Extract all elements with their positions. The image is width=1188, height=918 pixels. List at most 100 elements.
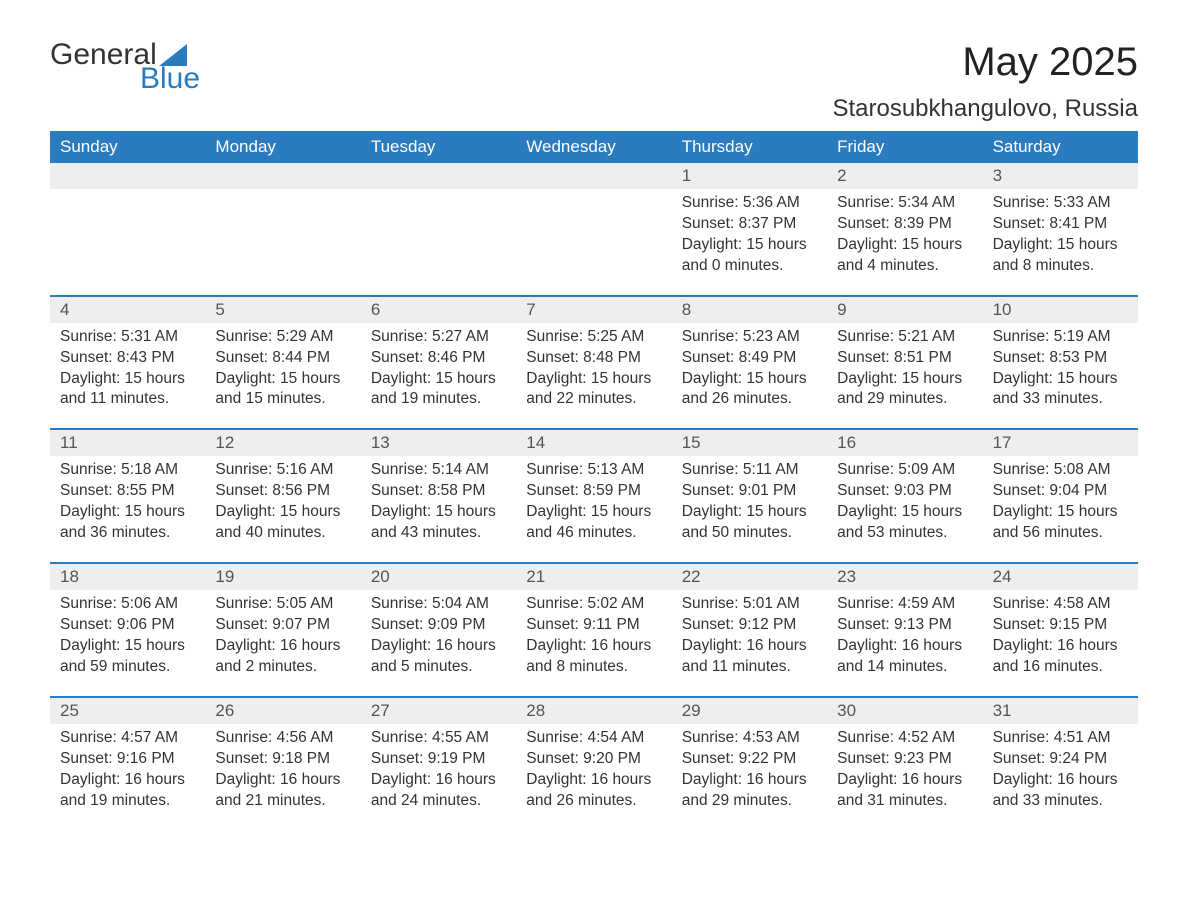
- daylight-text-2: and 29 minutes.: [682, 791, 817, 812]
- sunrise-text: Sunrise: 5:11 AM: [682, 460, 817, 481]
- day-number: 23: [827, 564, 982, 590]
- day-number: 6: [361, 297, 516, 323]
- sunrise-text: Sunrise: 5:02 AM: [526, 594, 661, 615]
- sunset-text: Sunset: 9:04 PM: [993, 481, 1128, 502]
- daylight-text-2: and 33 minutes.: [993, 791, 1128, 812]
- daylight-text-1: Daylight: 15 hours: [837, 235, 972, 256]
- daylight-text-2: and 11 minutes.: [682, 657, 817, 678]
- day-number: 4: [50, 297, 205, 323]
- day-cell: [516, 189, 671, 295]
- day-number: 15: [672, 430, 827, 456]
- day-of-week-header: Sunday Monday Tuesday Wednesday Thursday…: [50, 131, 1138, 163]
- day-cell: Sunrise: 5:14 AMSunset: 8:58 PMDaylight:…: [361, 456, 516, 562]
- sunrise-text: Sunrise: 4:59 AM: [837, 594, 972, 615]
- week-body-row: Sunrise: 5:36 AMSunset: 8:37 PM Daylight:…: [50, 189, 1138, 295]
- week-daynum-row: 11121314151617: [50, 428, 1138, 456]
- daylight-text-1: Daylight: 16 hours: [993, 636, 1128, 657]
- daylight-text-2: and 40 minutes.: [215, 523, 350, 544]
- sunrise-text: Sunrise: 4:56 AM: [215, 728, 350, 749]
- daylight-text-2: and 15 minutes.: [215, 389, 350, 410]
- day-cell: Sunrise: 5:13 AMSunset: 8:59 PMDaylight:…: [516, 456, 671, 562]
- week-daynum-row: 18192021222324: [50, 562, 1138, 590]
- sunset-text: Sunset: 8:37 PM: [682, 214, 817, 235]
- sunset-text: Sunset: 9:13 PM: [837, 615, 972, 636]
- sunrise-text: Sunrise: 5:29 AM: [215, 327, 350, 348]
- title-block: May 2025 Starosubkhangulovo, Russia: [832, 40, 1138, 123]
- day-number: 10: [983, 297, 1138, 323]
- daylight-text-1: Daylight: 15 hours: [993, 235, 1128, 256]
- sunset-text: Sunset: 8:41 PM: [993, 214, 1128, 235]
- daylight-text-2: and 22 minutes.: [526, 389, 661, 410]
- day-number: [205, 163, 360, 189]
- sunrise-text: Sunrise: 5:14 AM: [371, 460, 506, 481]
- day-number: 28: [516, 698, 671, 724]
- daylight-text-2: and 19 minutes.: [60, 791, 195, 812]
- logo-text-blue: Blue: [140, 64, 200, 94]
- sunrise-text: Sunrise: 5:08 AM: [993, 460, 1128, 481]
- sunrise-text: Sunrise: 5:18 AM: [60, 460, 195, 481]
- daylight-text-1: Daylight: 15 hours: [682, 369, 817, 390]
- daylight-text-2: and 19 minutes.: [371, 389, 506, 410]
- daylight-text-1: Daylight: 15 hours: [837, 369, 972, 390]
- sunset-text: Sunset: 9:19 PM: [371, 749, 506, 770]
- sunset-text: Sunset: 9:07 PM: [215, 615, 350, 636]
- day-number: 19: [205, 564, 360, 590]
- day-number: 12: [205, 430, 360, 456]
- daylight-text-1: Daylight: 15 hours: [682, 502, 817, 523]
- day-cell: Sunrise: 4:54 AMSunset: 9:20 PMDaylight:…: [516, 724, 671, 830]
- day-number: 5: [205, 297, 360, 323]
- location-text: Starosubkhangulovo, Russia: [832, 95, 1138, 123]
- sunrise-text: Sunrise: 5:19 AM: [993, 327, 1128, 348]
- day-cell: Sunrise: 5:25 AMSunset: 8:48 PMDaylight:…: [516, 323, 671, 429]
- day-cell: Sunrise: 5:18 AMSunset: 8:55 PMDaylight:…: [50, 456, 205, 562]
- day-cell: Sunrise: 5:16 AMSunset: 8:56 PMDaylight:…: [205, 456, 360, 562]
- sunset-text: Sunset: 9:01 PM: [682, 481, 817, 502]
- day-number: 24: [983, 564, 1138, 590]
- daylight-text-2: and 36 minutes.: [60, 523, 195, 544]
- daylight-text-1: Daylight: 16 hours: [371, 770, 506, 791]
- day-number: 16: [827, 430, 982, 456]
- day-number: 7: [516, 297, 671, 323]
- day-cell: Sunrise: 4:58 AMSunset: 9:15 PMDaylight:…: [983, 590, 1138, 696]
- calendar-table: Sunday Monday Tuesday Wednesday Thursday…: [50, 131, 1138, 829]
- sunrise-text: Sunrise: 5:16 AM: [215, 460, 350, 481]
- day-number: 25: [50, 698, 205, 724]
- daylight-text-1: Daylight: 16 hours: [215, 636, 350, 657]
- daylight-text-2: and 24 minutes.: [371, 791, 506, 812]
- sunset-text: Sunset: 9:06 PM: [60, 615, 195, 636]
- sunrise-text: Sunrise: 5:36 AM: [682, 193, 817, 214]
- day-cell: [50, 189, 205, 295]
- week-daynum-row: 45678910: [50, 295, 1138, 323]
- sunrise-text: Sunrise: 5:09 AM: [837, 460, 972, 481]
- day-cell: Sunrise: 5:11 AMSunset: 9:01 PMDaylight:…: [672, 456, 827, 562]
- daylight-text-1: Daylight: 16 hours: [526, 636, 661, 657]
- day-cell: Sunrise: 4:59 AMSunset: 9:13 PMDaylight:…: [827, 590, 982, 696]
- sunrise-text: Sunrise: 5:13 AM: [526, 460, 661, 481]
- sunset-text: Sunset: 9:11 PM: [526, 615, 661, 636]
- day-cell: Sunrise: 5:33 AMSunset: 8:41 PMDaylight:…: [983, 189, 1138, 295]
- week-body-row: Sunrise: 5:06 AMSunset: 9:06 PMDaylight:…: [50, 590, 1138, 696]
- sunset-text: Sunset: 9:22 PM: [682, 749, 817, 770]
- day-number: 13: [361, 430, 516, 456]
- sunset-text: Sunset: 8:51 PM: [837, 348, 972, 369]
- day-cell: [205, 189, 360, 295]
- day-cell: Sunrise: 5:02 AMSunset: 9:11 PMDaylight:…: [516, 590, 671, 696]
- day-cell: Sunrise: 5:36 AMSunset: 8:37 PMDaylight:…: [672, 189, 827, 295]
- week-daynum-row: 25262728293031: [50, 696, 1138, 724]
- sunrise-text: Sunrise: 5:27 AM: [371, 327, 506, 348]
- day-cell: Sunrise: 5:31 AMSunset: 8:43 PMDaylight:…: [50, 323, 205, 429]
- sunset-text: Sunset: 9:23 PM: [837, 749, 972, 770]
- day-cell: Sunrise: 5:34 AMSunset: 8:39 PMDaylight:…: [827, 189, 982, 295]
- sunrise-text: Sunrise: 4:55 AM: [371, 728, 506, 749]
- sunset-text: Sunset: 9:16 PM: [60, 749, 195, 770]
- daylight-text-1: Daylight: 16 hours: [60, 770, 195, 791]
- sunset-text: Sunset: 8:53 PM: [993, 348, 1128, 369]
- day-cell: Sunrise: 5:01 AMSunset: 9:12 PMDaylight:…: [672, 590, 827, 696]
- month-title: May 2025: [832, 40, 1138, 85]
- sunset-text: Sunset: 8:39 PM: [837, 214, 972, 235]
- day-number: 3: [983, 163, 1138, 189]
- daylight-text-2: and 5 minutes.: [371, 657, 506, 678]
- daylight-text-2: and 16 minutes.: [993, 657, 1128, 678]
- day-cell: Sunrise: 5:21 AMSunset: 8:51 PMDaylight:…: [827, 323, 982, 429]
- daylight-text-1: Daylight: 15 hours: [837, 502, 972, 523]
